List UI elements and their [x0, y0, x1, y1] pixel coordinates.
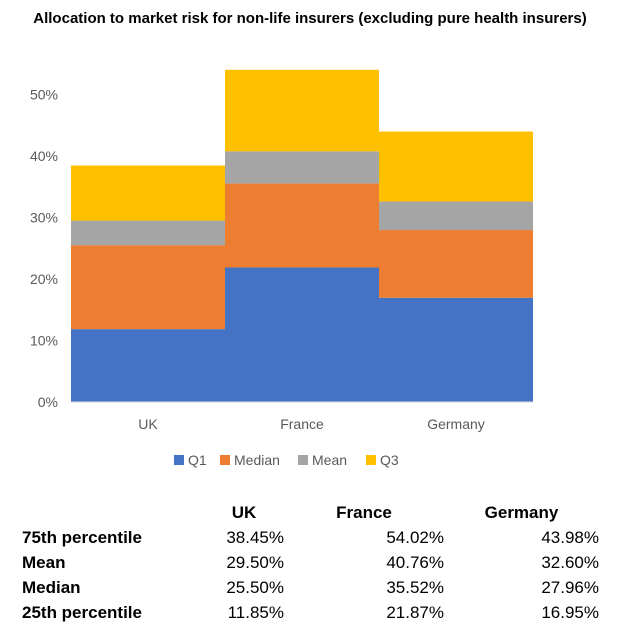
cell-value: 11.85% — [227, 602, 284, 622]
chart-title: Allocation to market risk for non-life i… — [33, 10, 586, 27]
band-q1-uk — [71, 329, 225, 402]
band-median-germany — [379, 230, 533, 298]
y-tick-label: 20% — [30, 271, 58, 287]
legend-swatch — [298, 455, 308, 465]
legend-swatch — [174, 455, 184, 465]
legend-label: Median — [234, 452, 280, 468]
cell-value: 54.02% — [386, 527, 444, 547]
legend-label: Q1 — [188, 452, 207, 468]
y-tick-label: 50% — [30, 87, 58, 103]
band-q1-france — [225, 267, 379, 402]
summary-table: UK France Germany 75th percentile 38.45%… — [22, 500, 599, 625]
table-row: Median 25.50% 35.52% 27.96% — [22, 575, 599, 600]
band-q3-france — [225, 69, 379, 152]
table-header-germany: Germany — [484, 502, 559, 522]
table-row: 25th percentile 11.85% 21.87% 16.95% — [22, 600, 599, 625]
cell-value: 25.50% — [226, 577, 284, 597]
legend-swatch — [366, 455, 376, 465]
table-corner — [22, 500, 204, 525]
band-q1-germany — [379, 297, 533, 402]
table-header-uk: UK — [231, 502, 257, 522]
x-tick-label: France — [280, 416, 324, 432]
band-q3-uk — [71, 165, 225, 221]
band-q3-germany — [379, 131, 533, 202]
plot-layer — [71, 69, 533, 402]
chart-area: Allocation to market risk for non-life i… — [30, 10, 587, 468]
legend-swatch — [220, 455, 230, 465]
band-mean-germany — [379, 201, 533, 231]
y-tick-label: 40% — [30, 148, 58, 164]
y-tick-label: 30% — [30, 210, 58, 226]
row-label: Median — [22, 577, 81, 597]
y-tick-label: 10% — [30, 333, 58, 349]
axis-layer: 0% 10% 20% 30% 40% 50% UK France Germany — [30, 87, 533, 432]
legend-label: Q3 — [380, 452, 399, 468]
legend: Q1 Median Mean Q3 — [174, 452, 399, 468]
cell-value: 29.50% — [226, 552, 284, 572]
table-header-france: France — [336, 502, 392, 522]
table-header-row: UK France Germany — [22, 500, 599, 525]
cell-value: 40.76% — [386, 552, 444, 572]
cell-value: 21.87% — [386, 602, 444, 622]
x-tick-label: Germany — [427, 416, 485, 432]
row-label: 75th percentile — [22, 527, 142, 547]
row-label: 25th percentile — [22, 602, 142, 622]
x-tick-label: UK — [138, 416, 158, 432]
band-median-france — [225, 183, 379, 268]
band-mean-france — [225, 151, 379, 184]
table-row: Mean 29.50% 40.76% 32.60% — [22, 550, 599, 575]
cell-value: 43.98% — [541, 527, 599, 547]
cell-value: 27.96% — [541, 577, 599, 597]
cell-value: 16.95% — [541, 602, 599, 622]
cell-value: 32.60% — [541, 552, 599, 572]
row-label: Mean — [22, 552, 66, 572]
band-mean-uk — [71, 220, 225, 246]
band-median-uk — [71, 245, 225, 330]
legend-label: Mean — [312, 452, 347, 468]
y-tick-label: 0% — [38, 394, 58, 410]
cell-value: 35.52% — [386, 577, 444, 597]
table-row: 75th percentile 38.45% 54.02% 43.98% — [22, 525, 599, 550]
cell-value: 38.45% — [226, 527, 284, 547]
